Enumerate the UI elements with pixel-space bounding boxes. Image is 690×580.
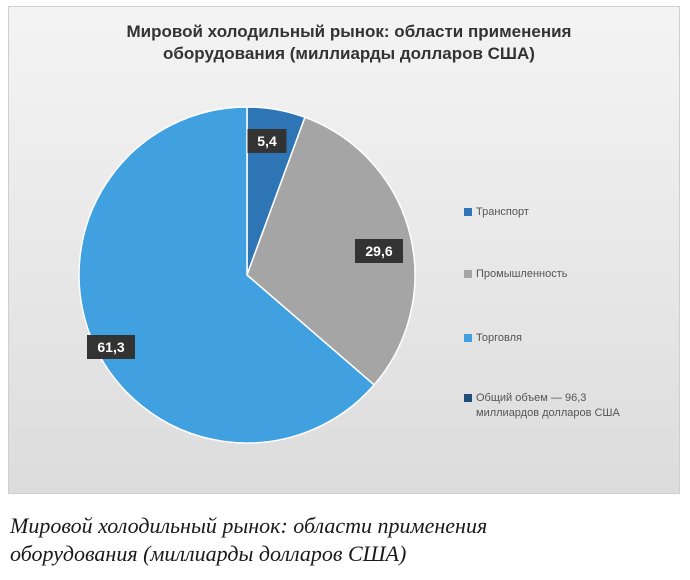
- data-label-2: 29,6: [355, 239, 403, 263]
- figure-caption: Мировой холодильный рынок: области приме…: [10, 512, 670, 568]
- legend-item-4: Общий объем — 96,3 миллиардов долларов С…: [464, 391, 646, 421]
- legend-label-3: Торговля: [476, 332, 522, 344]
- chart-frame: Мировой холодильный рынок: области приме…: [8, 6, 680, 494]
- pie-chart: 5,4 29,6 61,3: [78, 106, 416, 444]
- svg-text:5,4: 5,4: [257, 133, 277, 149]
- legend-swatch-1: [464, 208, 472, 216]
- legend-swatch-3: [464, 334, 472, 342]
- legend-label-1: Транспорт: [476, 206, 529, 218]
- chart-title-line-1: Мировой холодильный рынок: области приме…: [126, 22, 572, 41]
- chart-title: Мировой холодильный рынок: области приме…: [79, 21, 619, 65]
- caption-line-1: Мировой холодильный рынок: области приме…: [10, 513, 488, 538]
- legend-item-3: Торговля: [464, 331, 522, 346]
- legend-label-4: Общий объем — 96,3 миллиардов долларов С…: [476, 392, 620, 419]
- svg-text:29,6: 29,6: [365, 243, 392, 259]
- legend-item-1: Транспорт: [464, 205, 529, 220]
- data-label-1: 5,4: [247, 129, 287, 153]
- pie-slice-2: [246, 116, 416, 386]
- legend-label-2: Промышленность: [476, 268, 568, 280]
- legend-item-2: Промышленность: [464, 267, 568, 282]
- caption-line-2: оборудования (миллиарды долларов США): [10, 541, 407, 566]
- legend-swatch-4: [464, 394, 472, 402]
- legend-swatch-2: [464, 270, 472, 278]
- chart-title-line-2: оборудования (миллиарды долларов США): [163, 44, 535, 63]
- svg-text:61,3: 61,3: [97, 339, 124, 355]
- data-label-3: 61,3: [87, 335, 135, 359]
